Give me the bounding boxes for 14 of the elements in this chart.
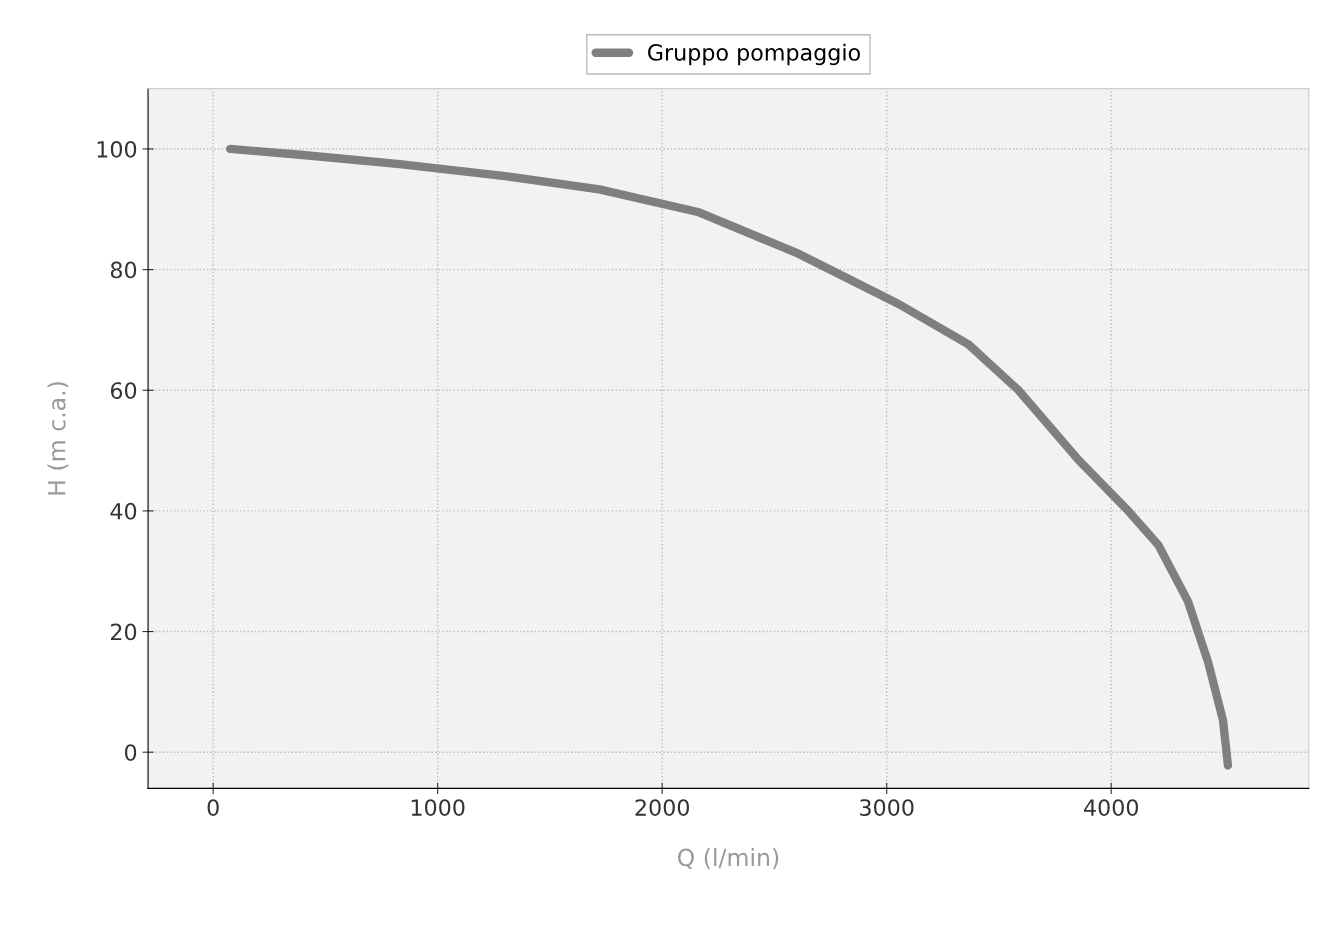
y-tick-label: 0 (124, 744, 137, 761)
y-tick-label: 80 (110, 261, 137, 279)
y-tick-label: 40 (110, 502, 137, 520)
x-tick-label: 0 (207, 799, 219, 816)
y-tick-label: 100 (97, 140, 137, 158)
x-axis-title: Q (l/min) (677, 848, 779, 870)
y-tick-label: 20 (111, 623, 137, 641)
x-tick-label: 2000 (635, 799, 689, 816)
x-tick-label: 4000 (1084, 799, 1139, 816)
legend-label: Gruppo pompaggio (648, 43, 860, 66)
y-tick-label: 60 (110, 382, 137, 400)
x-tick-label: 3000 (860, 799, 914, 816)
x-tick-label: 1000 (411, 799, 465, 816)
y-axis-title: H (m c.a.) (47, 382, 69, 495)
